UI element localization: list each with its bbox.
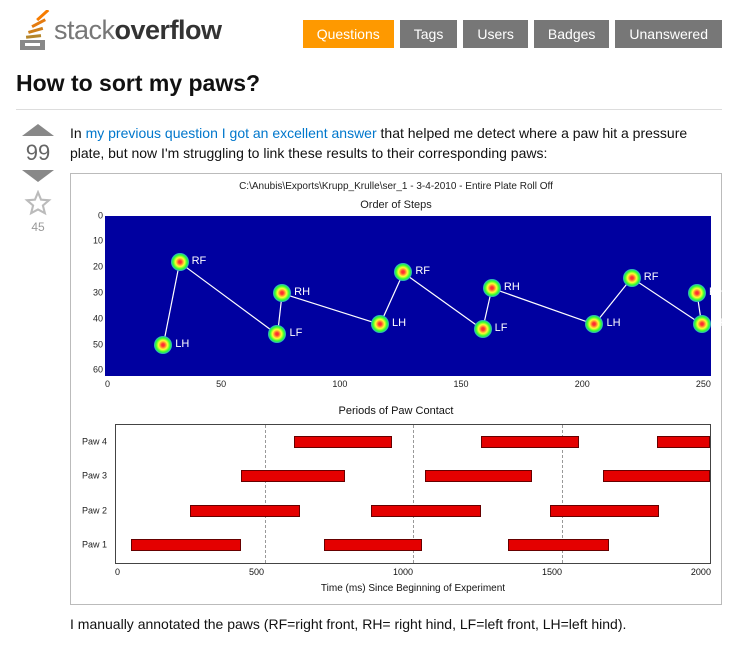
contact-bar <box>550 505 660 517</box>
contact-row-label: Paw 1 <box>82 539 107 552</box>
nav-users[interactable]: Users <box>463 20 528 48</box>
outro-paragraph: I manually annotated the paws (RF=right … <box>70 615 722 635</box>
contact-plot: Paw 1Paw 2Paw 3Paw 4 <box>115 424 711 564</box>
contact-row-label: Paw 3 <box>82 470 107 483</box>
header: stackoverflow QuestionsTagsUsersBadgesUn… <box>0 0 738 50</box>
contact-bar <box>481 436 579 448</box>
contact-x-axis: 0500100015002000 <box>115 566 711 579</box>
nav: QuestionsTagsUsersBadgesUnanswered <box>303 20 722 50</box>
nav-questions[interactable]: Questions <box>303 20 394 48</box>
contact-bar <box>603 470 710 482</box>
nav-unanswered[interactable]: Unanswered <box>615 20 722 48</box>
contact-bar <box>190 505 300 517</box>
downvote-button[interactable] <box>22 170 54 182</box>
x-axis-label: Time (ms) Since Beginning of Experiment <box>115 582 711 596</box>
favorite-star-icon[interactable] <box>24 190 52 218</box>
contact-bar <box>294 436 392 448</box>
logo-text: stackoverflow <box>54 15 222 46</box>
nav-tags[interactable]: Tags <box>400 20 458 48</box>
contact-bar <box>371 505 481 517</box>
steps-title: Order of Steps <box>81 198 711 213</box>
contact-bar <box>241 470 345 482</box>
nav-badges[interactable]: Badges <box>534 20 609 48</box>
vote-score: 99 <box>26 140 50 166</box>
steps-plot: 0102030405060 LHRFLFRHLHRFLFRHLHRFLFRH <box>105 216 711 376</box>
vote-column: 99 45 <box>16 124 60 635</box>
question-title: How to sort my paws? <box>16 70 722 97</box>
contact-bar <box>324 539 422 551</box>
contact-bar <box>657 436 710 448</box>
logo[interactable]: stackoverflow <box>16 10 222 50</box>
contact-bar <box>131 539 241 551</box>
contact-bar <box>508 539 609 551</box>
contact-row-label: Paw 2 <box>82 505 107 518</box>
figure-path: C:\Anubis\Exports\Krupp_Krulle\ser_1 - 3… <box>81 180 711 194</box>
intro-paragraph: In my previous question I got an excelle… <box>70 124 722 163</box>
upvote-button[interactable] <box>22 124 54 136</box>
question-body: In my previous question I got an excelle… <box>70 124 722 635</box>
figure-image: C:\Anubis\Exports\Krupp_Krulle\ser_1 - 3… <box>70 173 722 605</box>
steps-x-axis: 050100150200250 <box>105 378 711 391</box>
contact-row-label: Paw 4 <box>82 436 107 449</box>
favorite-count: 45 <box>31 220 44 234</box>
previous-question-link[interactable]: my previous question I got an excellent … <box>86 125 377 141</box>
contact-title: Periods of Paw Contact <box>81 404 711 419</box>
logo-icon <box>16 10 50 50</box>
contact-bar <box>425 470 532 482</box>
